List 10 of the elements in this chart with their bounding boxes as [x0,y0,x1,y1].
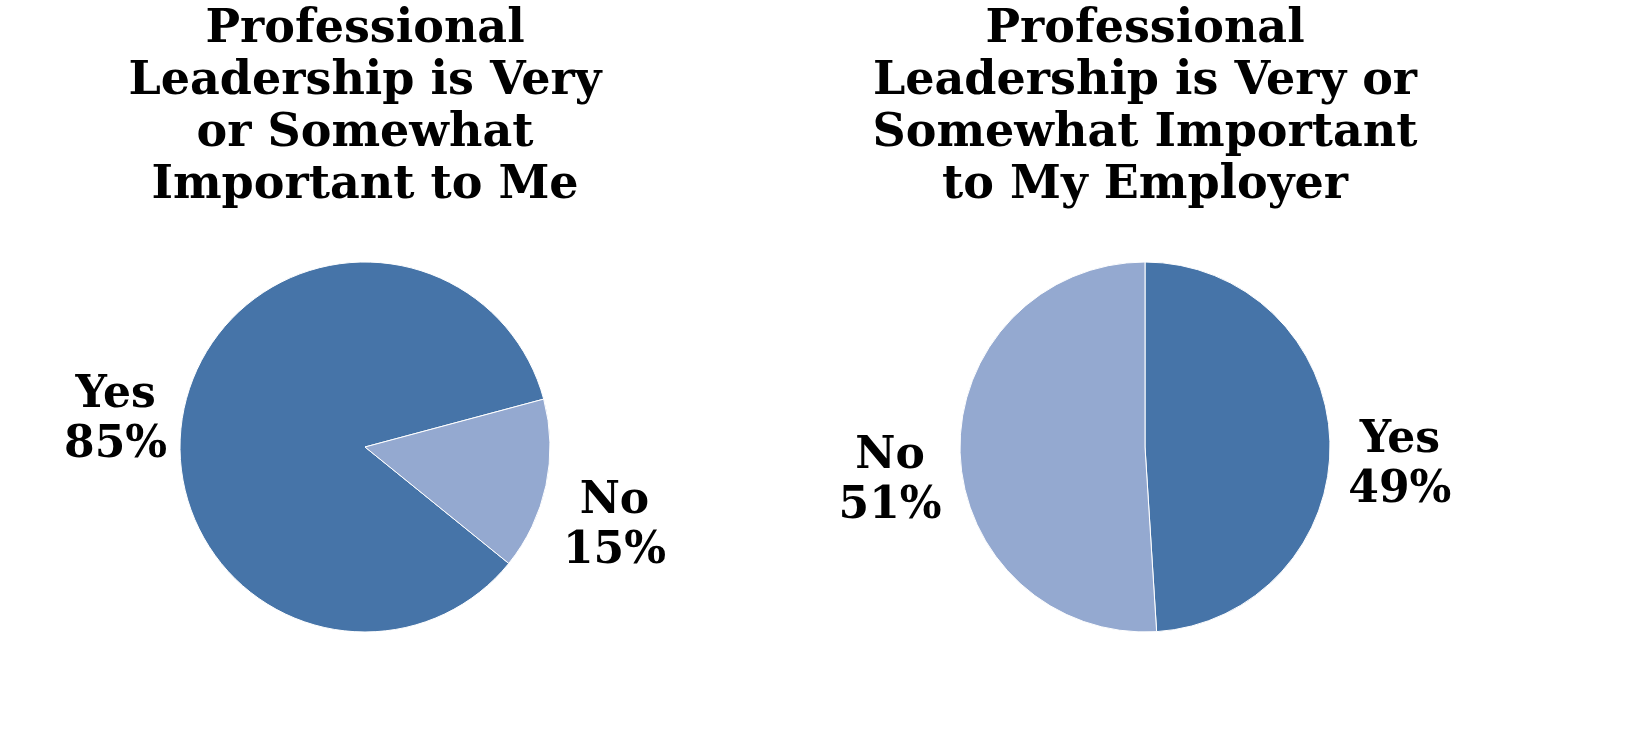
data-label: 49% [1348,460,1452,512]
data-label: 85% [64,415,168,467]
slice-label: No [855,427,925,479]
data-label: 51% [838,477,942,529]
data-label: 15% [562,522,666,574]
slice-label: Yes [74,365,156,417]
slice-label: Yes [1358,410,1441,462]
slice-label: No [579,472,650,524]
chart-title: Professional Leadership is Very or Somewhat Important to Me [128,0,603,209]
chart-title: Professional Leadership is Very or Somewhat Important to My Employer [872,0,1419,209]
